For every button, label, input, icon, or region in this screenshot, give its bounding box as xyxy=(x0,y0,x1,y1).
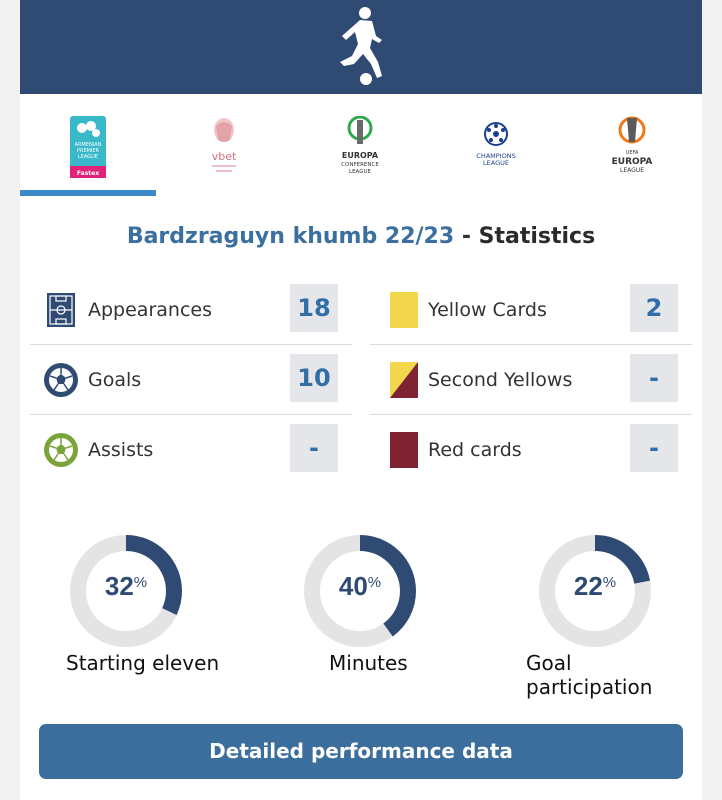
tab-vbet-cup[interactable]: vbet xyxy=(156,110,292,196)
percent-sign: % xyxy=(133,574,148,591)
stat-value: - xyxy=(630,354,678,402)
pitch-icon xyxy=(47,293,75,327)
player-banner xyxy=(20,0,702,94)
champions-league-logo-icon: CHAMPIONS LEAGUE xyxy=(476,122,516,167)
red-card-icon xyxy=(390,432,418,468)
stat-row-appearances: Appearances 18 xyxy=(30,275,352,345)
stat-value: 10 xyxy=(290,354,338,402)
ring-label: Goal participation xyxy=(526,651,653,699)
tab-logo-text: ARMENIAN xyxy=(75,142,102,148)
ring-arc xyxy=(539,535,651,647)
ring-value: 40 xyxy=(338,571,368,601)
stat-label: Yellow Cards xyxy=(428,299,547,321)
tab-champions-league[interactable]: CHAMPIONS LEAGUE xyxy=(428,110,564,196)
tab-logo-text: LEAGUE xyxy=(349,169,371,175)
tab-logo-text: vbet xyxy=(212,150,237,163)
conference-league-logo-icon: EUROPA CONFERENCE LEAGUE xyxy=(341,116,379,175)
title-separator: - xyxy=(454,224,479,249)
detailed-performance-button[interactable]: Detailed performance data xyxy=(39,724,683,779)
ring-value: 22 xyxy=(573,571,603,601)
assist-ball-icon xyxy=(44,433,78,467)
tab-logo-text: LEAGUE xyxy=(483,159,509,167)
stat-label: Appearances xyxy=(88,299,212,321)
section-title: Bardzraguyn khumb 22/23 - Statistics xyxy=(20,224,702,249)
europa-league-logo-icon: UEFA EUROPA LEAGUE xyxy=(612,116,653,174)
ring-arc xyxy=(70,535,182,647)
ring-percentage: 40% xyxy=(298,571,422,602)
tab-logo-text: Fastex xyxy=(77,170,99,177)
ring-percentage: 32% xyxy=(64,571,188,602)
armenian-premier-league-logo-icon: ARMENIAN PREMIER LEAGUE Fastex xyxy=(70,116,106,178)
minutes-ring: 40% xyxy=(298,529,422,653)
competition-tabs: ARMENIAN PREMIER LEAGUE Fastex vbet EURO… xyxy=(20,110,702,196)
tab-logo-text: UEFA xyxy=(626,150,639,156)
stat-row-second-yellows: Second Yellows - xyxy=(370,345,692,415)
ring-value: 32 xyxy=(104,571,134,601)
stat-label: Assists xyxy=(88,439,154,461)
second-yellow-icon xyxy=(390,362,418,398)
ring-chart xyxy=(539,535,651,647)
tab-armenian-premier-league[interactable]: ARMENIAN PREMIER LEAGUE Fastex xyxy=(20,110,156,196)
tab-logo-text: PREMIER xyxy=(77,148,100,154)
ring-chart xyxy=(70,535,182,647)
percent-sign: % xyxy=(602,574,617,591)
tab-logo-text: LEAGUE xyxy=(620,167,644,174)
statistics-label: Statistics xyxy=(478,224,596,249)
stat-row-yellow-cards: Yellow Cards 2 xyxy=(370,275,692,345)
ball-icon xyxy=(44,363,78,397)
ring-percentage: 22% xyxy=(533,571,657,602)
ring-chart xyxy=(304,535,416,647)
tab-logo-text: CHAMPIONS xyxy=(476,152,515,160)
goal-participation-ring: 22% xyxy=(533,529,657,653)
stat-value: - xyxy=(290,424,338,472)
stat-value: 2 xyxy=(630,284,678,332)
stat-label: Second Yellows xyxy=(428,369,573,391)
stat-value: 18 xyxy=(290,284,338,332)
tab-europa-conference-league[interactable]: EUROPA CONFERENCE LEAGUE xyxy=(292,110,428,196)
tab-logo-text: CONFERENCE xyxy=(341,162,379,168)
yellow-card-icon xyxy=(390,292,418,328)
stat-row-goals: Goals 10 xyxy=(30,345,352,415)
vbet-cup-logo-icon: vbet xyxy=(212,118,237,172)
ring-label: Minutes xyxy=(329,651,408,675)
stat-label: Red cards xyxy=(428,439,522,461)
ring-label: Starting eleven xyxy=(66,651,220,675)
stat-value: - xyxy=(630,424,678,472)
tab-logo-text: LEAGUE xyxy=(78,154,98,160)
tab-logo-text: EUROPA xyxy=(342,151,379,160)
ring-arc xyxy=(304,535,416,647)
percent-sign: % xyxy=(367,574,382,591)
stat-label: Goals xyxy=(88,369,142,391)
active-tab-indicator xyxy=(20,190,156,196)
stat-row-assists: Assists - xyxy=(30,415,352,485)
stat-row-red-cards: Red cards - xyxy=(370,415,692,485)
footballer-icon xyxy=(340,7,382,85)
season-link[interactable]: Bardzraguyn khumb 22/23 xyxy=(126,224,455,249)
tab-europa-league[interactable]: UEFA EUROPA LEAGUE xyxy=(564,110,700,196)
starting-eleven-ring: 32% xyxy=(64,529,188,653)
tab-logo-text: EUROPA xyxy=(612,157,653,167)
